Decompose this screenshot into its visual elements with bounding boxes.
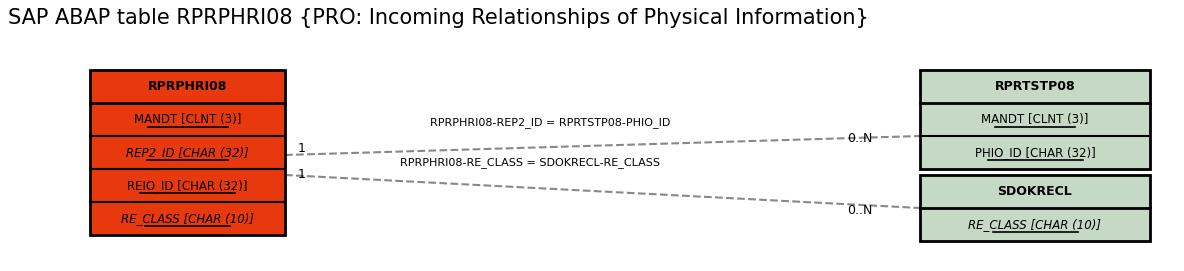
Text: 1: 1 (298, 141, 305, 154)
Text: 1: 1 (298, 169, 305, 182)
Text: RPRPHRI08: RPRPHRI08 (148, 80, 227, 93)
Text: 0..N: 0..N (848, 131, 873, 144)
Text: RPRTSTP08: RPRTSTP08 (995, 80, 1075, 93)
Text: RPRPHRI08-REP2_ID = RPRTSTP08-PHIO_ID: RPRPHRI08-REP2_ID = RPRTSTP08-PHIO_ID (430, 117, 670, 128)
Text: REIO_ID [CHAR (32)]: REIO_ID [CHAR (32)] (127, 179, 247, 192)
Bar (90, 70, 285, 235)
Text: 0..N: 0..N (848, 204, 873, 217)
Text: REP2_ID [CHAR (32)]: REP2_ID [CHAR (32)] (127, 146, 249, 159)
Text: RPRPHRI08-RE_CLASS = SDOKRECL-RE_CLASS: RPRPHRI08-RE_CLASS = SDOKRECL-RE_CLASS (400, 157, 659, 168)
Bar (920, 70, 1150, 169)
Text: PHIO_ID [CHAR (32)]: PHIO_ID [CHAR (32)] (974, 146, 1095, 159)
Text: SDOKRECL: SDOKRECL (998, 185, 1073, 198)
Text: RE_CLASS [CHAR (10)]: RE_CLASS [CHAR (10)] (121, 212, 255, 225)
Bar (920, 175, 1150, 241)
Text: MANDT [CLNT (3)]: MANDT [CLNT (3)] (982, 113, 1088, 126)
Text: MANDT [CLNT (3)]: MANDT [CLNT (3)] (134, 113, 242, 126)
Text: SAP ABAP table RPRPHRI08 {PRO: Incoming Relationships of Physical Information}: SAP ABAP table RPRPHRI08 {PRO: Incoming … (8, 8, 869, 28)
Text: RE_CLASS [CHAR (10)]: RE_CLASS [CHAR (10)] (969, 218, 1101, 231)
